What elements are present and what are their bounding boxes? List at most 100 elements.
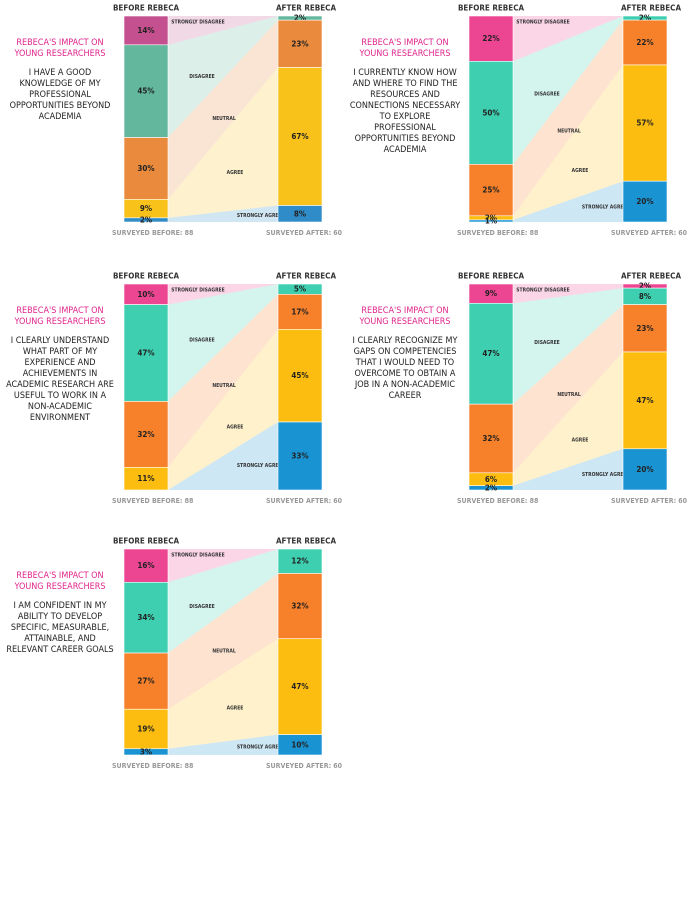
value-label: 67% — [291, 132, 308, 141]
column-heading: BEFORE REBECA — [113, 4, 180, 13]
bar-segment — [468, 219, 514, 223]
value-label: 47% — [482, 349, 499, 358]
value-label: 2% — [485, 213, 497, 222]
flow — [513, 284, 623, 304]
value-label: 20% — [636, 197, 653, 206]
value-label: 10% — [291, 740, 308, 749]
panel-text: REBECA'S IMPACT ON YOUNG RESEARCHERS I AM… — [4, 571, 116, 656]
panel-subtitle: I CURRENTLY KNOW HOW AND WHERE TO FIND T… — [349, 68, 461, 155]
value-label: 14% — [137, 26, 154, 35]
flow — [168, 67, 278, 218]
category-label: NEUTRAL — [212, 383, 236, 389]
category-label: DISAGREE — [534, 91, 559, 97]
panel-subtitle: I AM CONFIDENT IN MY ABILITY TO DEVELOP … — [6, 601, 114, 655]
value-label: 9% — [140, 204, 152, 213]
value-label: 27% — [137, 677, 154, 686]
value-label: 32% — [482, 434, 499, 443]
flows — [513, 16, 623, 222]
category-label: NEUTRAL — [557, 392, 581, 398]
survey-note: SURVEYED AFTER: 60 — [266, 762, 343, 770]
flow — [168, 205, 278, 222]
panel-title: REBECA'S IMPACT ON YOUNG RESEARCHERS — [14, 38, 106, 59]
bar-segment — [277, 205, 323, 223]
bar-segment — [123, 652, 169, 710]
bar-segment — [468, 15, 514, 62]
flow — [513, 64, 623, 220]
value-label: 47% — [291, 682, 308, 691]
survey-note: SURVEYED BEFORE: 88 — [112, 229, 193, 237]
column-heading: BEFORE REBECA — [113, 272, 180, 281]
value-label: 32% — [291, 602, 308, 611]
category-label: AGREE — [572, 168, 589, 174]
flow — [168, 284, 278, 305]
flows — [168, 16, 278, 222]
column-heading: BEFORE REBECA — [113, 537, 180, 546]
flow — [168, 734, 278, 755]
column-heading: BEFORE REBECA — [458, 272, 525, 281]
value-label: 3% — [140, 747, 152, 756]
category-label: AGREE — [227, 705, 244, 711]
category-label: STRONGLY DISAGREE — [516, 20, 569, 26]
value-label: 25% — [482, 186, 499, 195]
column-heading: AFTER REBECA — [276, 272, 337, 281]
value-label: 23% — [291, 39, 308, 48]
panel-text: REBECA'S IMPACT ON YOUNG RESEARCHERS I CL… — [349, 306, 461, 402]
category-label: NEUTRAL — [557, 129, 581, 135]
panel-title: REBECA'S IMPACT ON YOUNG RESEARCHERS — [359, 38, 451, 59]
bar-segment — [622, 19, 668, 66]
value-label: 19% — [137, 724, 154, 733]
bar-segment — [277, 19, 323, 68]
survey-note: SURVEYED BEFORE: 88 — [112, 762, 193, 770]
category-label: STRONGLY AGREE — [582, 472, 627, 478]
bar-segment — [468, 164, 514, 217]
category-label: NEUTRAL — [212, 649, 236, 655]
category-label: STRONGLY AGREE — [237, 213, 282, 219]
chart: BEFORE REBECA SURVEYED BEFORE: 88 AFTER RE… — [457, 272, 688, 506]
flow — [168, 16, 278, 45]
flow — [168, 16, 278, 138]
flow — [513, 304, 623, 473]
panel-title: REBECA'S IMPACT ON YOUNG RESEARCHERS — [14, 306, 106, 327]
value-label: 12% — [291, 557, 308, 566]
value-label: 17% — [291, 307, 308, 316]
panel-subtitle: I CLEARLY RECOGNIZE MY GAPS ON COMPETENC… — [352, 336, 458, 401]
flow — [513, 351, 623, 486]
value-label: 33% — [291, 452, 308, 461]
value-label: 45% — [291, 371, 308, 380]
category-label: DISAGREE — [189, 604, 214, 610]
category-label: DISAGREE — [534, 340, 559, 346]
flow — [168, 573, 278, 710]
flow — [168, 329, 278, 490]
value-label: 20% — [636, 465, 653, 474]
value-label: 16% — [137, 561, 154, 570]
value-label: 57% — [636, 119, 653, 128]
bar-segment — [123, 467, 169, 491]
column-heading: AFTER REBECA — [276, 537, 337, 546]
bar-segment — [123, 748, 169, 756]
bar-segment — [468, 61, 514, 165]
bar-segment — [123, 15, 169, 46]
category-label: STRONGLY DISAGREE — [171, 553, 224, 559]
value-label: 23% — [636, 324, 653, 333]
bar-segment — [622, 304, 668, 353]
column-heading: AFTER REBECA — [621, 4, 682, 13]
flow — [168, 284, 278, 402]
value-label: 11% — [137, 474, 154, 483]
survey-note: SURVEYED AFTER: 60 — [266, 497, 343, 505]
flow — [168, 422, 278, 490]
bar-segment — [277, 573, 323, 640]
value-label: 2% — [639, 282, 651, 291]
bar-segment — [277, 421, 323, 491]
panel-title: REBECA'S IMPACT ON YOUNG RESEARCHERS — [359, 306, 451, 327]
column-heading: AFTER REBECA — [276, 4, 337, 13]
bar-segment — [123, 217, 169, 223]
column-heading: BEFORE REBECA — [458, 4, 525, 13]
bar-segment — [123, 44, 169, 138]
value-label: 2% — [639, 14, 651, 23]
panel-subtitle: I CLEARLY UNDERSTAND WHAT PART OF MY EXP… — [6, 336, 114, 423]
survey-note: SURVEYED AFTER: 60 — [611, 497, 688, 505]
column-heading: AFTER REBECA — [621, 272, 682, 281]
chart: BEFORE REBECA SURVEYED BEFORE: 88 AFTER RE… — [457, 4, 688, 238]
panel-title: REBECA'S IMPACT ON YOUNG RESEARCHERS — [14, 571, 106, 592]
category-label: NEUTRAL — [212, 116, 236, 122]
